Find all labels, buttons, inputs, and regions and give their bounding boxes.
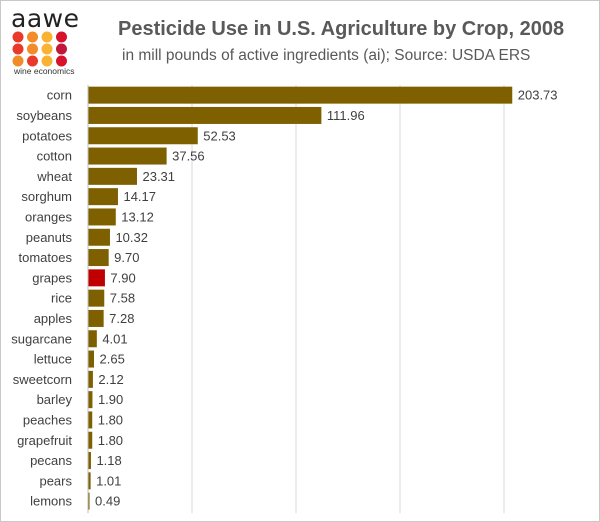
logo-dot: [56, 55, 67, 67]
bar-soybeans: [88, 106, 322, 124]
category-label: tomatoes: [19, 250, 73, 265]
category-label: lettuce: [34, 352, 72, 367]
category-label: peaches: [23, 412, 73, 427]
value-label: 1.18: [96, 453, 121, 468]
category-label: wheat: [36, 169, 72, 184]
bar-sorghum: [88, 188, 118, 206]
bar-pecans: [88, 452, 91, 470]
logo-dot: [56, 43, 67, 55]
category-label: sugarcane: [11, 331, 72, 346]
logo-dot: [41, 31, 53, 43]
category-label: pears: [39, 473, 72, 488]
logo-dot: [27, 55, 38, 67]
value-label: 7.90: [110, 270, 135, 285]
value-label: 9.70: [114, 250, 139, 265]
category-label: oranges: [25, 209, 72, 224]
value-label: 14.17: [123, 189, 156, 204]
bar-potatoes: [88, 127, 198, 145]
logo-dot: [41, 43, 53, 55]
bar-sweetcorn: [88, 370, 93, 388]
logo-dot: [12, 55, 24, 67]
logo-dot: [41, 55, 53, 67]
category-label: corn: [47, 88, 72, 103]
logo-subtext: wine economics: [14, 66, 75, 76]
value-label: 7.58: [110, 291, 135, 306]
category-label: sweetcorn: [13, 372, 72, 387]
bar-rice: [88, 289, 105, 307]
category-label: apples: [34, 311, 73, 326]
value-label: 2.65: [100, 352, 125, 367]
value-label: 10.32: [115, 230, 148, 245]
value-label: 1.80: [98, 433, 123, 448]
bar-wheat: [88, 167, 137, 185]
bar-tomatoes: [88, 249, 109, 267]
value-label: 37.56: [172, 149, 205, 164]
value-label: 4.01: [102, 331, 127, 346]
logo-dot: [12, 31, 24, 43]
logo-dot: [12, 43, 24, 55]
logo-dot: [27, 31, 38, 43]
value-label: 1.80: [98, 412, 123, 427]
bar-sugarcane: [88, 330, 97, 348]
bar-chart: corn 203.73 soybeans 111.96 potatoes 52.53 cot…: [11, 85, 558, 514]
category-label: grapes: [32, 270, 72, 285]
category-label: pecans: [30, 453, 72, 468]
bar-cotton: [88, 147, 167, 165]
category-label: soybeans: [16, 108, 72, 123]
category-label: cotton: [37, 149, 72, 164]
value-label: 1.01: [96, 473, 121, 488]
bar-pears: [88, 472, 91, 490]
bar-corn: [88, 86, 513, 104]
logo-dot: [56, 31, 67, 43]
category-label: potatoes: [22, 128, 72, 143]
category-label: grapefruit: [17, 433, 72, 448]
category-label: barley: [37, 392, 73, 407]
chart-subtitle: in mill pounds of active ingredients (ai…: [122, 47, 531, 64]
value-label: 23.31: [142, 169, 175, 184]
value-label: 52.53: [203, 128, 236, 143]
value-label: 2.12: [98, 372, 123, 387]
category-label: rice: [51, 291, 72, 306]
bar-grapes: [88, 269, 105, 287]
value-label: 0.49: [95, 494, 120, 509]
logo-dot: [27, 43, 38, 55]
bar-oranges: [88, 208, 116, 226]
value-label: 111.96: [327, 108, 365, 123]
category-label: lemons: [30, 494, 72, 509]
value-label: 1.90: [98, 392, 123, 407]
logo-wordmark: aawe: [11, 4, 80, 33]
category-label: sorghum: [21, 189, 72, 204]
bar-peanuts: [88, 228, 110, 246]
value-label: 203.73: [518, 88, 558, 103]
value-label: 7.28: [109, 311, 134, 326]
bar-lettuce: [88, 350, 95, 368]
bar-grapefruit: [88, 431, 93, 449]
bar-peaches: [88, 411, 93, 429]
bar-barley: [88, 391, 93, 409]
bar-apples: [88, 309, 104, 327]
chart-title: Pesticide Use in U.S. Agriculture by Cro…: [118, 18, 565, 40]
logo-dots-graphic: [12, 31, 67, 67]
value-label: 13.12: [121, 209, 154, 224]
category-label: peanuts: [26, 230, 73, 245]
bar-lemons: [88, 492, 90, 510]
